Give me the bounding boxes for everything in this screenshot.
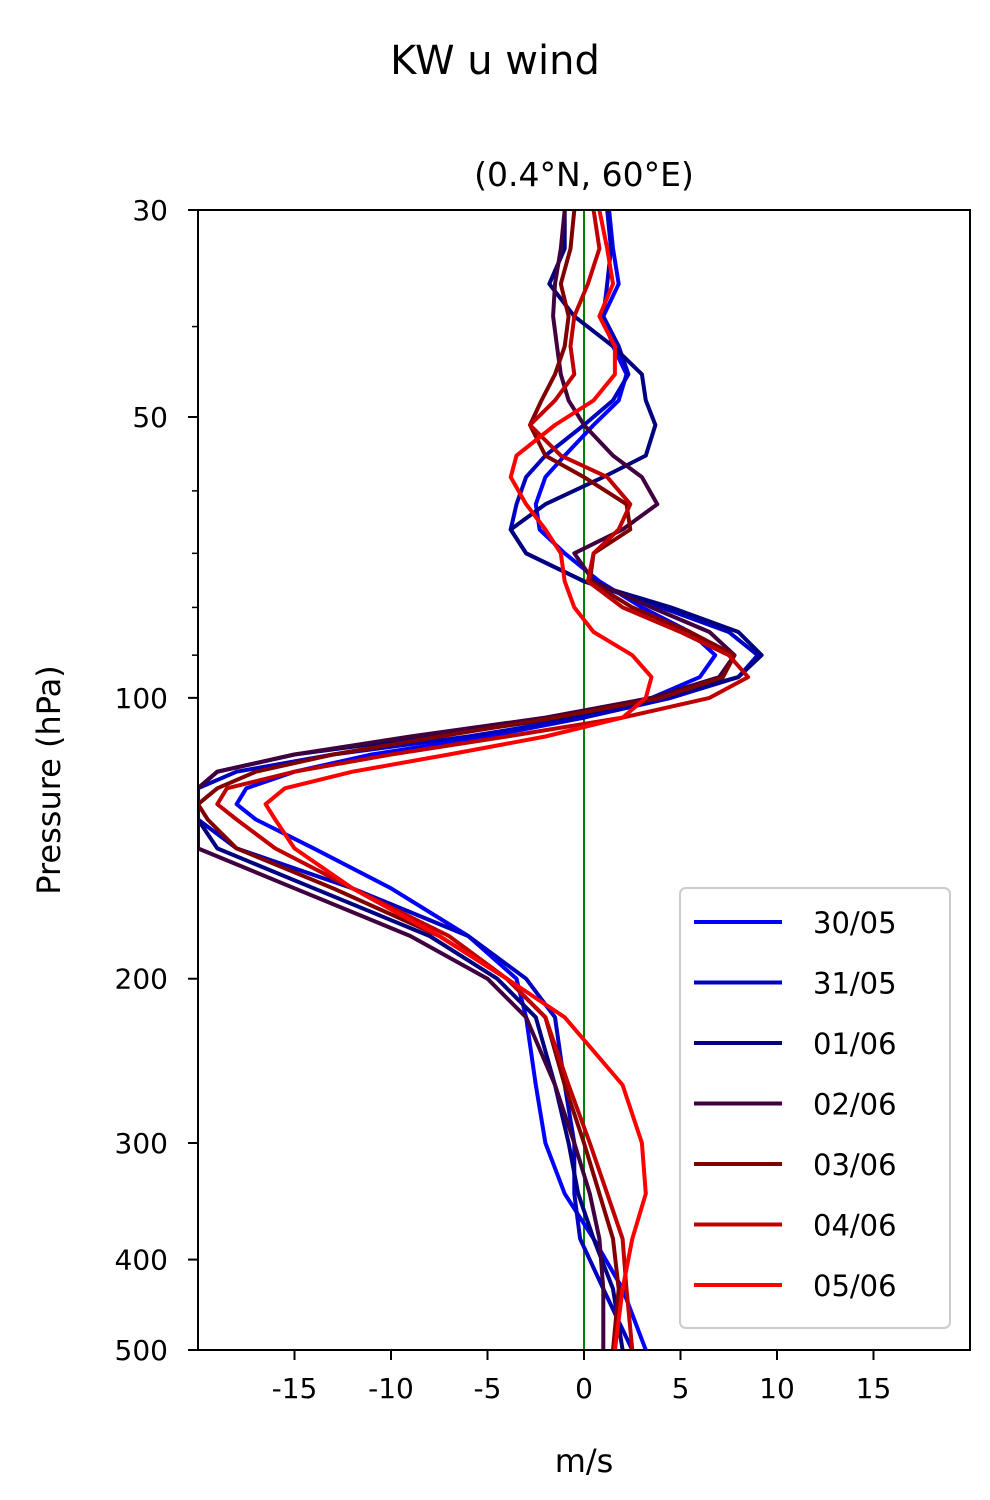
series-line-2 xyxy=(198,210,760,1350)
x-axis-label: m/s xyxy=(555,1442,614,1480)
x-tick-label: 10 xyxy=(759,1372,795,1405)
series-line-6 xyxy=(215,210,751,1350)
legend: 30/05 31/05 01/06 02/06 03/06 04/06 05/06 xyxy=(679,887,951,1329)
legend-box xyxy=(679,887,951,1329)
series-line-3 xyxy=(198,210,764,1350)
y-tick-label: 100 xyxy=(115,682,168,715)
x-tick-label: -10 xyxy=(368,1372,414,1405)
legend-label: 31/05 xyxy=(813,967,897,1001)
legend-label: 02/06 xyxy=(813,1088,897,1122)
series-lines xyxy=(198,210,764,1350)
x-axis: -15 -10 -5 0 5 10 15 xyxy=(272,1350,892,1405)
y-tick-label: 300 xyxy=(115,1127,168,1160)
legend-label: 03/06 xyxy=(813,1148,897,1182)
chart-title: KW u wind xyxy=(390,38,600,84)
legend-label: 04/06 xyxy=(813,1209,897,1243)
y-tick-label: 400 xyxy=(115,1244,168,1277)
x-tick-label: 15 xyxy=(856,1372,892,1405)
y-axis-label: Pressure (hPa) xyxy=(30,665,68,895)
x-tick-label: 0 xyxy=(575,1372,593,1405)
y-tick-label: 50 xyxy=(132,401,168,434)
y-tick-label: 200 xyxy=(115,963,168,996)
series-line-5 xyxy=(198,210,737,1350)
y-tick-label: 500 xyxy=(115,1334,168,1367)
x-tick-label: 5 xyxy=(672,1372,690,1405)
x-tick-label: -5 xyxy=(474,1372,502,1405)
legend-label: 30/05 xyxy=(813,906,897,940)
plot-area xyxy=(197,209,971,1351)
y-tick-label: 30 xyxy=(132,194,168,227)
y-axis: 30 50 100 200 300 400 500 xyxy=(115,194,198,1367)
x-tick-label: -15 xyxy=(272,1372,318,1405)
series-line-4 xyxy=(198,210,737,1350)
chart-subtitle: (0.4°N, 60°E) xyxy=(474,155,694,194)
legend-label: 05/06 xyxy=(813,1269,897,1303)
series-line-7 xyxy=(263,210,654,1350)
legend-label: 01/06 xyxy=(813,1027,897,1061)
